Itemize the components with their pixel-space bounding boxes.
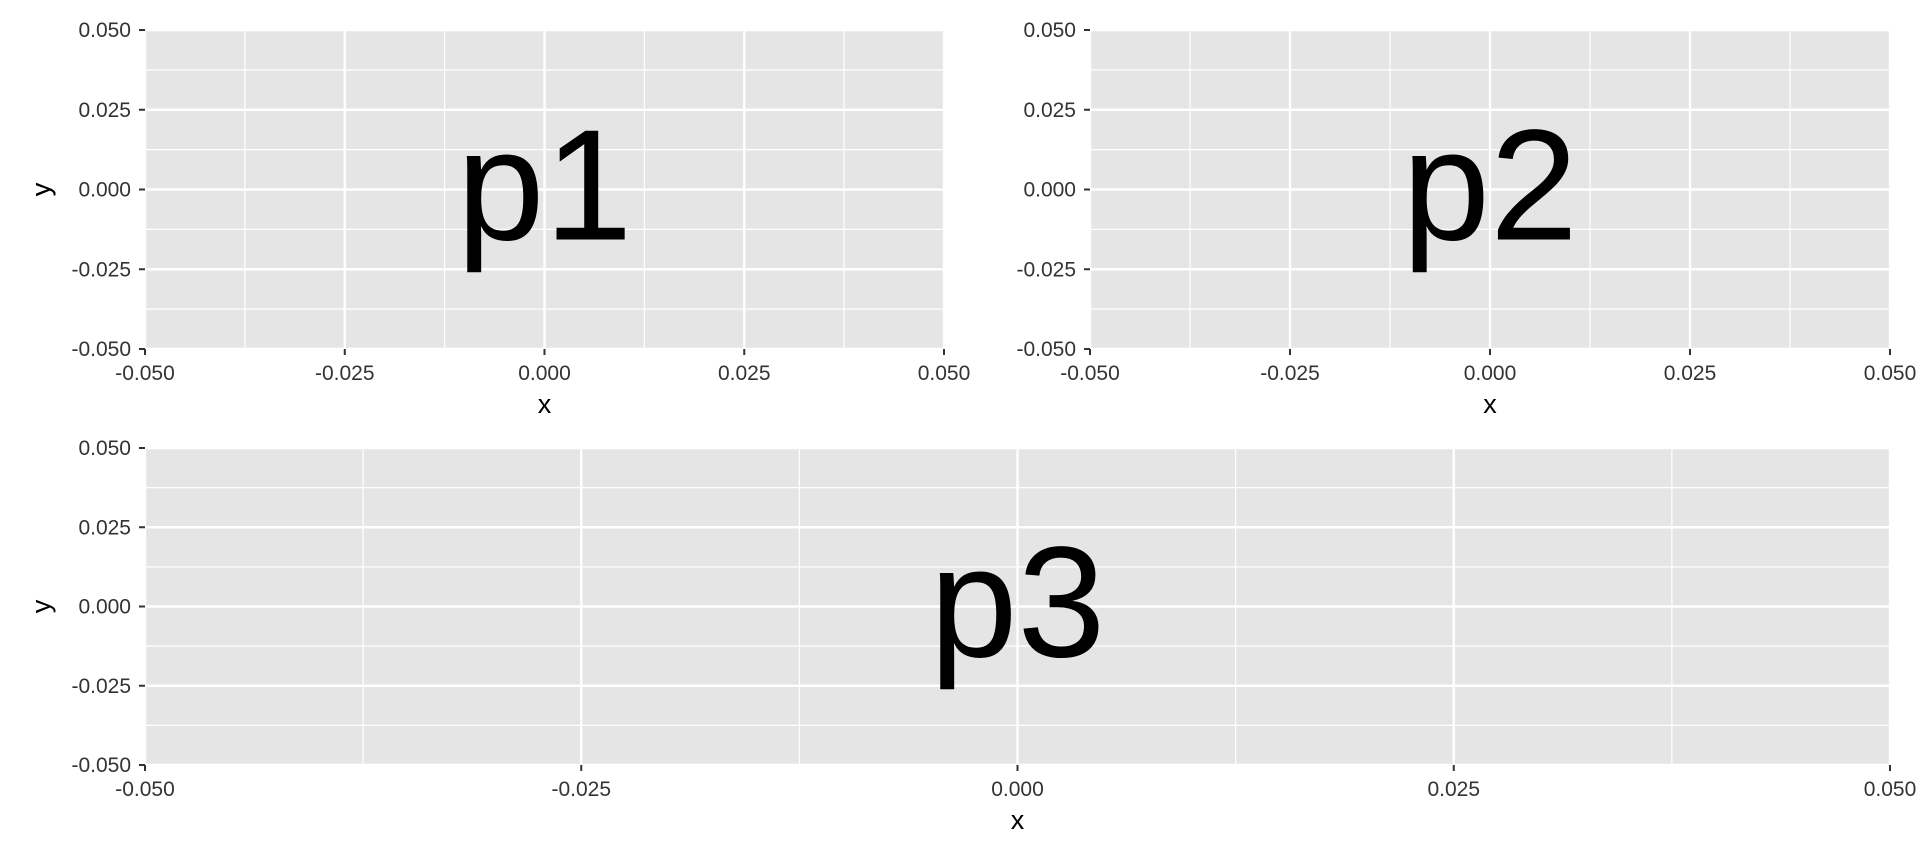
y-tick-label: 0.050 [78,19,131,42]
x-tick-label: 0.025 [1664,362,1717,385]
x-tick-labels: -0.050 -0.025 0.000 0.025 0.050 [115,778,1916,801]
x-tick-label: -0.050 [1060,362,1120,385]
y-axis-title: y [26,182,56,196]
plot-panel-p2: -0.050 -0.025 0.000 0.025 0.050 -0.050 -… [26,19,1916,419]
x-tick-label: 0.000 [518,362,571,385]
y-tick-label: -0.025 [71,258,131,281]
y-tick-label: -0.050 [1016,338,1076,361]
x-axis-title: x [1011,805,1025,835]
x-tick-label: -0.025 [1260,362,1320,385]
axis-ticks [139,447,1891,771]
axis-ticks [1084,29,1891,355]
x-tick-label: -0.025 [315,362,375,385]
x-tick-label: 0.000 [991,778,1044,801]
panel-annotation: p1 [457,98,633,274]
y-tick-label: 0.050 [1023,19,1076,42]
x-tick-label: -0.050 [115,778,175,801]
x-tick-label: 0.050 [1864,362,1917,385]
x-tick-labels: -0.050 -0.025 0.000 0.025 0.050 [115,362,970,385]
x-axis-title: x [538,389,552,419]
x-tick-label: 0.050 [1864,778,1917,801]
x-tick-label: 0.025 [1427,778,1480,801]
y-tick-label: -0.050 [71,338,131,361]
x-axis-title: x [1483,389,1497,419]
y-tick-labels: -0.050 -0.025 0.000 0.025 0.050 [71,437,131,777]
y-tick-label: 0.000 [78,596,131,619]
axis-ticks [139,29,945,355]
y-tick-label: -0.025 [71,675,131,698]
panel-annotation: p2 [1402,98,1578,274]
y-tick-label: -0.025 [1016,258,1076,281]
x-tick-label: -0.050 [115,362,175,385]
y-tick-label: 0.025 [78,516,131,539]
y-tick-label: 0.000 [1023,179,1076,202]
y-axis-title: y [26,182,56,196]
y-tick-labels: -0.050 -0.025 0.000 0.025 0.050 [71,19,131,361]
panel-annotation: p3 [930,515,1106,691]
y-axis-title: y [26,599,56,613]
plot-panel-p3: -0.050 -0.025 0.000 0.025 0.050 -0.050 -… [26,437,1916,835]
x-tick-labels: -0.050 -0.025 0.000 0.025 0.050 [1060,362,1916,385]
y-tick-label: 0.050 [78,437,131,460]
y-tick-label: 0.025 [78,99,131,122]
y-tick-labels: -0.050 -0.025 0.000 0.025 0.050 [1016,19,1076,361]
x-tick-label: 0.000 [1464,362,1517,385]
x-tick-label: -0.025 [551,778,611,801]
x-tick-label: 0.050 [918,362,971,385]
y-tick-label: 0.000 [78,179,131,202]
y-tick-label: -0.050 [71,754,131,777]
x-tick-label: 0.025 [718,362,771,385]
y-tick-label: 0.025 [1023,99,1076,122]
plot-panel-p1: -0.050 -0.025 0.000 0.025 0.050 -0.050 -… [26,19,970,419]
